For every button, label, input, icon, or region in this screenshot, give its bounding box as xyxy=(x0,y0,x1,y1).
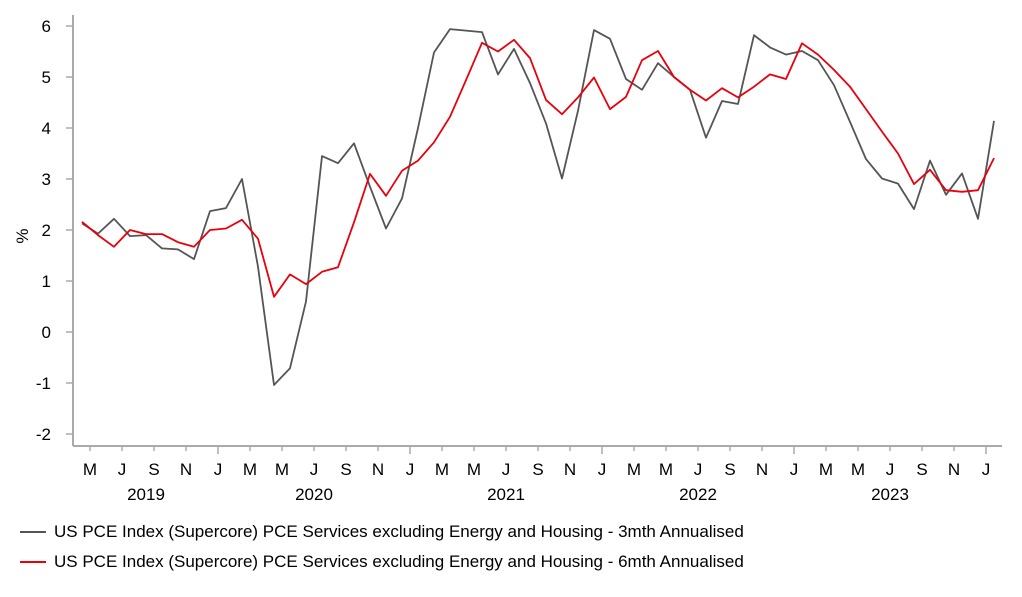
x-month-label: S xyxy=(724,460,735,479)
x-month-label: M xyxy=(467,460,481,479)
x-month-label: J xyxy=(982,460,991,479)
y-tick-label: 0 xyxy=(42,323,51,342)
x-month-label: J xyxy=(406,460,415,479)
x-month-label: N xyxy=(756,460,768,479)
x-month-label: M xyxy=(83,460,97,479)
legend-item-6mth: US PCE Index (Supercore) PCE Services ex… xyxy=(20,552,744,572)
y-tick-label: 5 xyxy=(42,68,51,87)
x-month-label: M xyxy=(659,460,673,479)
x-year-label: 2019 xyxy=(127,485,165,504)
x-month-label: S xyxy=(148,460,159,479)
x-month-label: S xyxy=(340,460,351,479)
x-month-label: M xyxy=(243,460,257,479)
x-month-label: N xyxy=(372,460,384,479)
legend-label-3mth: US PCE Index (Supercore) PCE Services ex… xyxy=(54,522,744,541)
series-line-6mth xyxy=(81,38,995,298)
y-tick-label: -2 xyxy=(36,425,51,444)
x-month-label: J xyxy=(502,460,511,479)
x-month-label: J xyxy=(214,460,223,479)
legend-label-6mth: US PCE Index (Supercore) PCE Services ex… xyxy=(54,552,744,571)
y-tick-label: 1 xyxy=(42,272,51,291)
x-month-label: M xyxy=(435,460,449,479)
x-month-label: J xyxy=(310,460,319,479)
legend-item-3mth: US PCE Index (Supercore) PCE Services ex… xyxy=(20,522,744,542)
x-month-label: N xyxy=(948,460,960,479)
x-month-label: J xyxy=(598,460,607,479)
x-month-label: S xyxy=(916,460,927,479)
x-month-label: J xyxy=(694,460,703,479)
x-month-label: M xyxy=(275,460,289,479)
x-month-label: J xyxy=(886,460,895,479)
y-axis-label: % xyxy=(13,228,32,243)
x-month-label: J xyxy=(118,460,127,479)
x-month-label: S xyxy=(532,460,543,479)
x-month-label: N xyxy=(180,460,192,479)
x-year-label: 2020 xyxy=(295,485,333,504)
legend-swatch-3mth xyxy=(20,531,46,533)
y-tick-label: 6 xyxy=(42,17,51,36)
x-month-label: M xyxy=(627,460,641,479)
y-tick-label: 2 xyxy=(42,221,51,240)
y-tick-label: 4 xyxy=(42,119,51,138)
series-line-3mth xyxy=(81,28,995,386)
x-year-label: 2022 xyxy=(679,485,717,504)
x-month-label: M xyxy=(851,460,865,479)
x-year-label: 2021 xyxy=(487,485,525,504)
y-tick-label: -1 xyxy=(36,374,51,393)
x-month-label: J xyxy=(790,460,799,479)
y-tick-label: 3 xyxy=(42,170,51,189)
x-month-label: N xyxy=(564,460,576,479)
x-year-label: 2023 xyxy=(871,485,909,504)
x-month-label: M xyxy=(819,460,833,479)
legend-swatch-6mth xyxy=(20,561,46,563)
